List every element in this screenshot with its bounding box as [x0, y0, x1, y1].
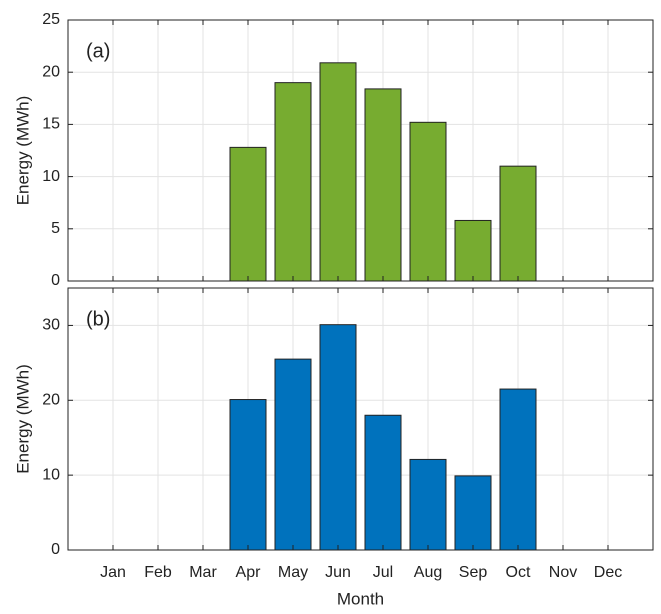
axes-box: [67, 19, 654, 282]
y-tick-label: 10: [42, 466, 60, 483]
x-tick-label: Jul: [373, 564, 393, 581]
annotation: (a): [86, 40, 110, 62]
bar: [229, 399, 267, 551]
y-tick-label: 20: [42, 63, 60, 80]
bar: [274, 82, 312, 282]
y-tick-label: 20: [42, 392, 60, 409]
annotation: (b): [86, 308, 110, 330]
x-tick-label: Oct: [506, 564, 531, 581]
x-tick-label: Feb: [144, 564, 172, 581]
x-tick-label: Jan: [100, 564, 126, 581]
x-tick-label: Jun: [325, 564, 351, 581]
bar: [499, 165, 537, 282]
y-tick-label: 5: [51, 220, 60, 237]
bar: [274, 358, 312, 551]
x-axis-label: Month: [337, 589, 384, 608]
x-tick-label: May: [278, 564, 308, 581]
y-axis-label: Energy (MWh): [13, 364, 32, 474]
y-tick-label: 25: [42, 11, 60, 28]
y-tick-label: 30: [42, 317, 60, 334]
bar: [454, 219, 492, 282]
bar: [499, 388, 537, 551]
bar: [454, 475, 492, 551]
x-tick-label: Nov: [549, 564, 577, 581]
y-tick-label: 10: [42, 168, 60, 185]
plot-area: [68, 20, 653, 281]
y-tick-label: 0: [51, 272, 60, 289]
x-tick-label: Apr: [236, 564, 262, 581]
bar: [364, 414, 402, 551]
axes-box: [67, 287, 654, 551]
x-tick-label: Dec: [594, 564, 622, 581]
bar: [229, 146, 267, 282]
bar: [409, 458, 447, 551]
x-tick-label: Sep: [459, 564, 488, 581]
bar: [319, 62, 357, 282]
x-tick-label: Aug: [414, 564, 442, 581]
y-axis-label: Energy (MWh): [13, 96, 32, 206]
plot-area: [68, 288, 653, 550]
y-tick-label: 15: [42, 116, 60, 133]
x-tick-label: Mar: [189, 564, 217, 581]
bar: [319, 324, 357, 551]
bar: [409, 121, 447, 282]
bar: [364, 88, 402, 282]
y-tick-label: 0: [51, 541, 60, 558]
